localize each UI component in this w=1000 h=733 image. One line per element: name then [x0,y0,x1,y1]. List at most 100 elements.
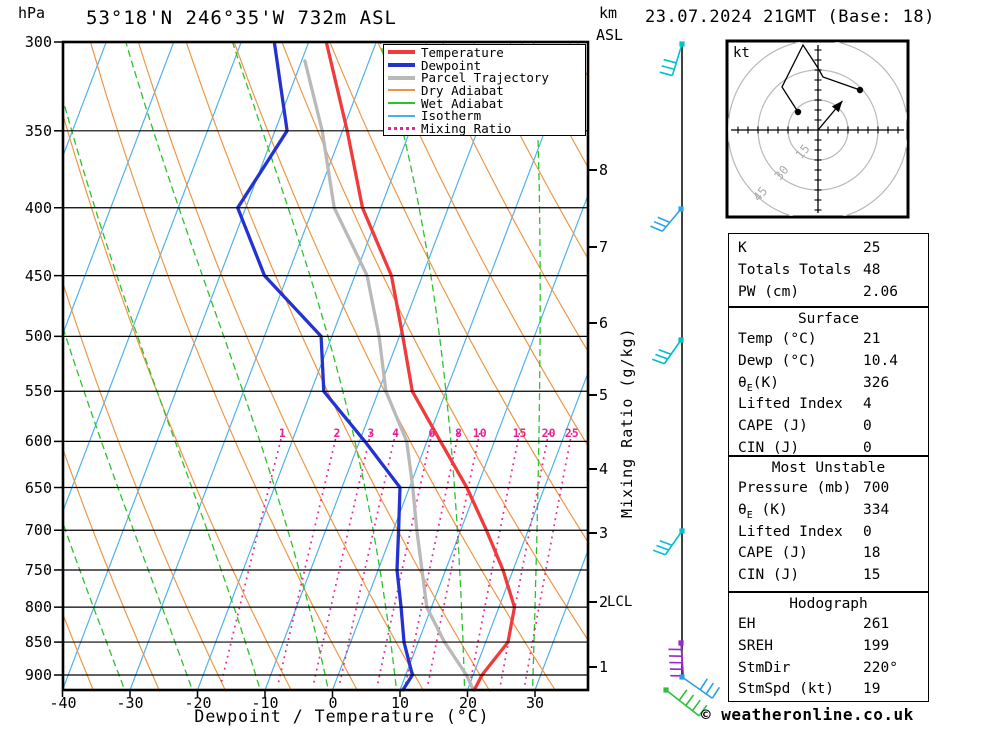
table-row: K 25 [729,238,928,260]
temperature-curve [324,42,517,692]
wind-barb-feather [699,678,708,691]
right-axis-title: Mixing Ratio (g/kg) [618,327,636,518]
table-row-value: 326 [863,374,890,391]
legend-item-label: Dewpoint [421,57,482,73]
legend-item: Parcel Trajectory [388,70,585,86]
isotherm-line [399,194,588,691]
table-row-label: StmSpd (kt) [738,681,835,698]
table-row: Totals Totals 48 [729,260,928,282]
table-row-label: Dewp (°C) [738,352,817,369]
table-row-value: 2.06 [863,283,898,300]
wind-barb-stem [663,339,682,365]
copyright-text: © weatheronline.co.uk [701,705,914,724]
dry-adiabat-line [185,42,491,692]
table-row: θE(K) 326 [729,373,928,395]
dry-adiabat-line [329,42,588,543]
temperature-legend-sample [388,50,415,55]
table-row-value: 0 [863,418,872,435]
pressure-tick-label: 850 [24,633,52,651]
table-row-label: Temp (°C) [738,331,817,347]
pressure-tick-label: 500 [24,327,52,345]
mixing-ratio-line [523,432,573,686]
km-tick-label: 1 [599,658,609,676]
table-row-label: Totals Totals [738,261,852,278]
wet-adiabat-legend-sample [388,102,415,105]
table-row-label: CIN (J) [738,439,800,456]
datetime-label: 23.07.2024 21GMT (Base: 18) [645,7,935,27]
plot-frame-and-grid [54,40,597,697]
mixing-ratio-line [499,432,550,686]
legend-item-label: Temperature [421,44,504,60]
mixing-ratio-value-label: 20 [542,426,556,440]
dry-adiabat-line [377,42,588,447]
table-row-label: Lifted Index [738,396,843,413]
table-row: CAPE (J) 0 [729,416,928,438]
legend-item-label: Parcel Trajectory [421,70,549,86]
km-unit-label: km [599,4,618,22]
legend-item-label: Isotherm [421,108,482,124]
km-tick-label: 2 [599,593,609,611]
x-axis-title: Dewpoint / Temperature (°C) [194,707,490,726]
isotherm-line [63,42,242,512]
wind-barb-stem [680,642,685,676]
legend-item: Isotherm [388,108,585,124]
temperature-tick-label: -40 [49,694,77,712]
table-row-label: θE(K) [738,374,779,394]
parcel-trajectory-legend-sample [388,75,415,80]
lcl-label: LCL [607,594,633,610]
dry-adiabat-line [425,42,588,352]
surface-table-title: Surface [797,311,860,327]
dry-adiabat-line [137,42,425,692]
wind-barb-feather [650,225,663,232]
wind-barb-feather [663,58,677,64]
wind-barb-feather [705,682,714,695]
wet-adiabat-line [379,42,466,692]
isotherm-line [264,42,512,691]
isotherm-line [129,42,377,691]
hodograph-table-title: Hodograph [789,596,868,612]
table-row-label: Pressure (mb) [738,480,852,496]
mixing-ratio-value-label: 2 [334,426,341,440]
wind-barb-stem [661,208,682,232]
table-row: PW (cm) 2.06 [729,282,928,304]
legend: Temperature Dewpoint Parcel Trajectory Dry … [383,44,586,136]
wind-barb-feather [655,353,668,360]
table-row-label: CAPE (J) [738,418,808,435]
km-tick-label: 8 [599,161,609,179]
dry-adiabat-line [63,614,95,692]
mixing-ratio-value-label: 15 [513,426,527,440]
table-row-value: 199 [863,637,890,654]
table-row: SREH 199 [729,636,928,658]
wind-barb [659,41,685,77]
table-row: StmSpd (kt) 19 [729,679,928,701]
table-row: EH 261 [729,614,928,636]
table-row-value: 4 [863,396,872,413]
wind-barb [652,528,685,556]
wind-barb [663,687,708,717]
table-row-value: 48 [863,261,881,278]
wet-adiabat-line [231,42,398,692]
storm-motion-arrowhead [831,100,843,113]
most-unstable-table: Most Unstable Pressure (mb) 700 θE (K) 334 L… [728,456,929,592]
dry-adiabat-line [63,114,293,692]
wind-barb-feather [652,549,666,556]
dry-adiabat-line [63,283,227,692]
temperature-tick-label: 20 [458,694,478,712]
asl-unit-label: ASL [596,26,624,44]
wind-barb [650,206,684,232]
temperature-tick-label: -10 [251,694,279,712]
table-row-value: 18 [863,545,881,562]
isotherm-line [466,372,588,691]
km-tick-label: 5 [599,386,609,404]
table-row: CIN (J) 0 [729,438,928,460]
mixing-ratio-line [468,432,521,686]
table-row-value: 21 [863,331,881,347]
dewpoint-legend-sample [388,63,415,68]
wind-barb-feather [698,704,708,717]
mixing-ratio-value-label: 4 [392,426,399,440]
isotherm-line [331,42,580,691]
legend-item: Dry Adiabat [388,83,585,98]
isotherm-line [534,550,588,691]
temperature-tick-label: 0 [328,694,338,712]
